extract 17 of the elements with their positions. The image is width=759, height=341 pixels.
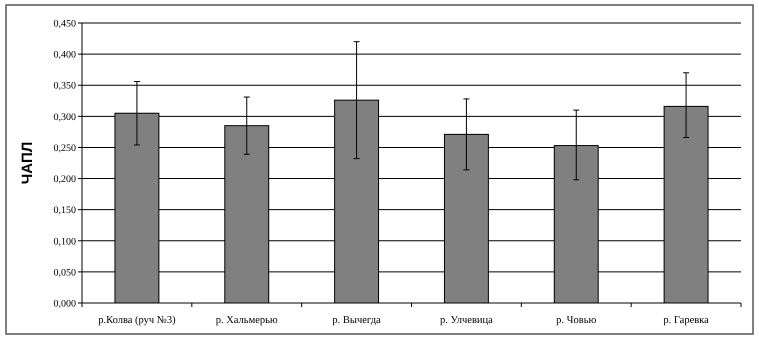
y-tick-label: 0,250: [54, 142, 76, 154]
y-tick-label: 0,200: [54, 174, 76, 186]
y-tick-label: 0,300: [54, 112, 76, 123]
x-tick-label: р. Вычегда: [332, 315, 382, 326]
x-tick-label: р. Гаревка: [663, 315, 710, 326]
y-tick-label: 0,350: [54, 80, 76, 92]
y-tick-label: 0,050: [54, 267, 76, 278]
x-tick-label: р. Човью: [556, 315, 596, 326]
y-tick-label: 0,400: [54, 50, 76, 61]
x-tick-label: р.Колва (руч №3): [98, 315, 176, 326]
x-tick-label: р. Улчевица: [440, 315, 494, 326]
y-axis-title: ЧАПЛ: [19, 142, 36, 184]
y-tick-label: 0,100: [54, 236, 76, 248]
y-tick-label: 0,150: [54, 205, 76, 216]
y-tick-label: 0,450: [54, 18, 76, 30]
y-tick-label: 0,000: [54, 298, 76, 310]
x-tick-label: р. Хальмерью: [216, 315, 278, 326]
